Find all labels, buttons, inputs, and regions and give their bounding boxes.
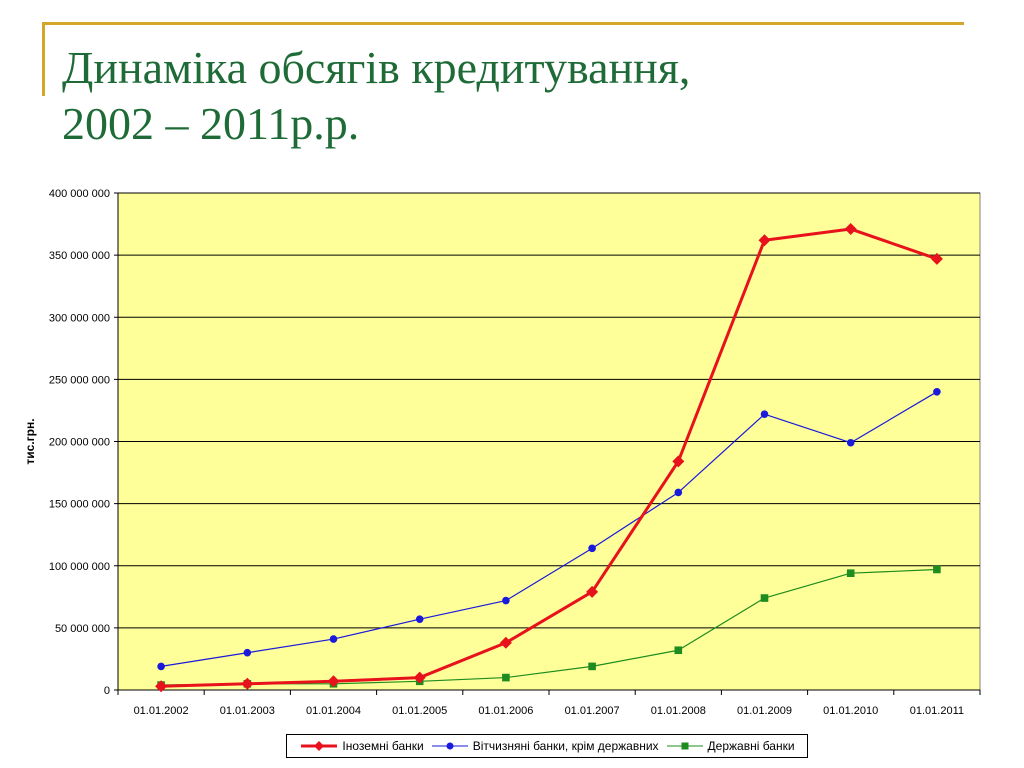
legend-label-foreign: Іноземні банки [342,739,424,753]
x-tick-label: 01.01.2011 [910,705,964,717]
legend-swatch-state [666,742,703,750]
data-point-state [502,673,510,682]
x-axis-tick-labels: 01.01.2002 01.01.2003 01.01.2004 01.01.2005… [117,690,981,717]
x-tick-label: 01.01.2010 [823,705,878,717]
data-point-foreign [241,677,254,690]
y-tick-label: 350 000 000 [49,250,110,262]
data-point-foreign [327,675,340,688]
slide-frame-left-line [42,22,45,96]
slide-title: Динаміка обсягів кредитування, 2002 – 20… [62,40,962,152]
data-point-foreign [672,455,685,468]
x-tick-label: 01.01.2007 [565,705,620,717]
data-point-foreign [844,223,857,236]
data-point-domestic [415,615,424,623]
chart-legend: Іноземні банки Вітчизняні банки, крім де… [286,734,808,758]
data-point-domestic [588,544,596,553]
data-point-foreign [499,636,512,649]
x-tick-label: 01.01.2004 [306,705,361,717]
data-point-foreign [155,680,168,693]
series-domestic [157,388,941,671]
slide-title-line-1: Динаміка обсягів кредитування, [62,42,691,93]
data-point-state [674,646,683,655]
legend-item-domestic: Вітчизняні банки, крім державних [430,739,659,753]
legend-label-domestic: Вітчизняні банки, крім державних [472,739,659,753]
slide-title-line-2: 2002 – 2011р.р. [62,98,360,149]
y-tick-label: 100 000 000 [49,561,110,573]
x-tick-label: 01.01.2005 [392,705,447,717]
data-point-state [933,565,941,574]
y-tick-label: 0 [104,685,110,697]
legend-swatch-domestic [431,742,468,750]
data-point-foreign [758,234,771,247]
y-tick-label: 250 000 000 [49,374,110,386]
legend-item-state: Державні банки [665,739,795,753]
y-axis-tick-labels: 0 50 000 000 100 000 000 150 000 000 200 000… [49,188,118,697]
gridlines [118,192,980,629]
y-tick-label: 300 000 000 [49,312,110,324]
data-point-domestic [502,596,510,605]
legend-swatch-foreign [301,741,338,751]
series-line-foreign [161,227,938,688]
y-tick-label: 50 000 000 [55,623,110,635]
series-line-domestic [161,391,938,667]
y-tick-label: 200 000 000 [49,437,110,449]
data-point-foreign [586,585,599,598]
data-point-domestic [846,438,855,447]
data-point-domestic [243,648,252,657]
data-point-domestic [933,388,941,396]
data-point-domestic [329,635,338,643]
y-tick-label: 400 000 000 [49,188,110,200]
x-tick-label: 01.01.2006 [478,705,533,717]
data-point-domestic [674,488,683,497]
x-tick-label: 01.01.2008 [651,705,706,717]
data-point-domestic [760,410,769,418]
y-tick-label: 150 000 000 [49,499,110,511]
data-point-state [760,594,769,602]
data-point-state [588,662,596,671]
series-foreign [155,223,943,693]
x-tick-label: 01.01.2009 [737,705,792,717]
x-tick-label: 01.01.2002 [134,705,189,717]
legend-item-foreign: Іноземні банки [299,739,424,753]
data-point-foreign [413,671,426,684]
data-point-state [846,569,855,578]
legend-label-state: Державні банки [707,739,795,753]
x-tick-label: 01.01.2003 [220,705,275,717]
data-point-domestic [157,662,165,671]
slide-frame-top-line [42,22,964,25]
series-layer [155,223,943,693]
y-axis-label: тис.грн. [23,418,37,464]
data-point-foreign [930,252,943,265]
